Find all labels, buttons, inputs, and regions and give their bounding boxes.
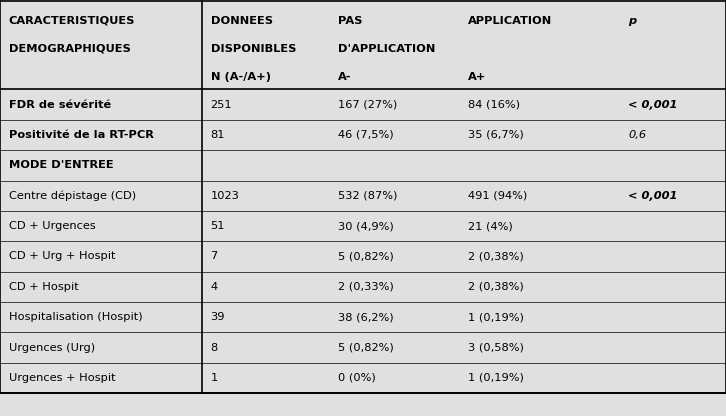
Text: Hospitalisation (Hospit): Hospitalisation (Hospit) [9, 312, 142, 322]
Text: 21 (4%): 21 (4%) [468, 221, 513, 231]
Text: DEMOGRAPHIQUES: DEMOGRAPHIQUES [9, 44, 131, 54]
Text: CARACTERISTIQUES: CARACTERISTIQUES [9, 16, 135, 26]
Text: DISPONIBLES: DISPONIBLES [211, 44, 296, 54]
Text: MODE D'ENTREE: MODE D'ENTREE [9, 160, 113, 171]
Text: 4: 4 [211, 282, 218, 292]
Text: 1: 1 [211, 373, 218, 383]
Text: Centre dépistage (CD): Centre dépistage (CD) [9, 191, 136, 201]
Text: 2 (0,38%): 2 (0,38%) [468, 282, 524, 292]
Text: 51: 51 [211, 221, 225, 231]
Text: 39: 39 [211, 312, 225, 322]
Text: A-: A- [338, 72, 351, 82]
Text: CD + Hospit: CD + Hospit [9, 282, 78, 292]
Text: PAS: PAS [338, 16, 362, 26]
Text: N (A-/A+): N (A-/A+) [211, 72, 271, 82]
Text: CD + Urgences: CD + Urgences [9, 221, 95, 231]
Text: < 0,001: < 0,001 [628, 191, 677, 201]
Text: A+: A+ [468, 72, 486, 82]
Text: 35 (6,7%): 35 (6,7%) [468, 130, 524, 140]
Text: 251: 251 [211, 99, 232, 110]
Text: 81: 81 [211, 130, 225, 140]
Text: 30 (4,9%): 30 (4,9%) [338, 221, 393, 231]
Text: 84 (16%): 84 (16%) [468, 99, 521, 110]
Text: 2 (0,33%): 2 (0,33%) [338, 282, 393, 292]
Text: 0 (0%): 0 (0%) [338, 373, 375, 383]
Text: D'APPLICATION: D'APPLICATION [338, 44, 435, 54]
Text: Positivité de la RT-PCR: Positivité de la RT-PCR [9, 130, 154, 140]
Text: 7: 7 [211, 251, 218, 262]
Text: 167 (27%): 167 (27%) [338, 99, 397, 110]
Text: 46 (7,5%): 46 (7,5%) [338, 130, 393, 140]
Text: 491 (94%): 491 (94%) [468, 191, 528, 201]
Text: Urgences (Urg): Urgences (Urg) [9, 342, 95, 353]
Text: 5 (0,82%): 5 (0,82%) [338, 251, 393, 262]
Text: 2 (0,38%): 2 (0,38%) [468, 251, 524, 262]
Text: 1 (0,19%): 1 (0,19%) [468, 312, 524, 322]
Text: 38 (6,2%): 38 (6,2%) [338, 312, 393, 322]
Text: 5 (0,82%): 5 (0,82%) [338, 342, 393, 353]
Text: 1023: 1023 [211, 191, 240, 201]
Text: FDR de sévérité: FDR de sévérité [9, 99, 111, 110]
Text: DONNEES: DONNEES [211, 16, 272, 26]
Text: 3 (0,58%): 3 (0,58%) [468, 342, 524, 353]
Text: < 0,001: < 0,001 [628, 99, 677, 110]
Text: Urgences + Hospit: Urgences + Hospit [9, 373, 115, 383]
Text: 1 (0,19%): 1 (0,19%) [468, 373, 524, 383]
Text: 532 (87%): 532 (87%) [338, 191, 397, 201]
Text: 8: 8 [211, 342, 218, 353]
Text: p: p [628, 16, 636, 26]
Text: APPLICATION: APPLICATION [468, 16, 552, 26]
Text: CD + Urg + Hospit: CD + Urg + Hospit [9, 251, 115, 262]
Text: 0,6: 0,6 [628, 130, 646, 140]
